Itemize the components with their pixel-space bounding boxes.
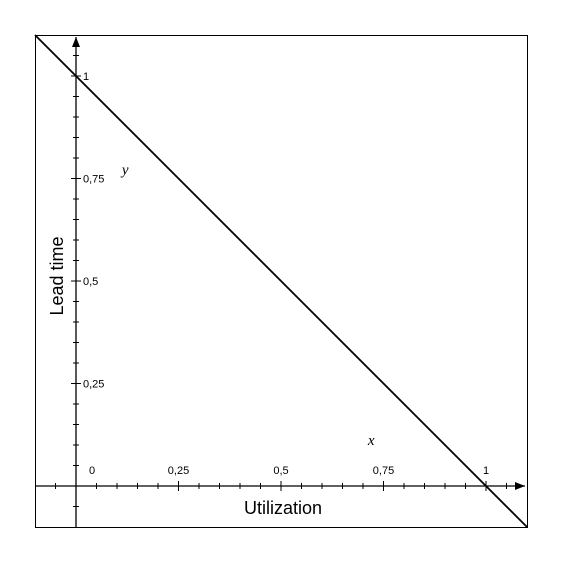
x-tick-label: 0 bbox=[89, 465, 95, 477]
x-tick-label: 0,25 bbox=[168, 465, 189, 477]
series-line bbox=[34, 34, 528, 528]
labels: 0 0,25 0,5 0,75 1 0,25 0,5 0,75 1 y x bbox=[83, 71, 489, 477]
y-tick-label: 0,25 bbox=[83, 379, 104, 391]
y-axis-arrow bbox=[72, 37, 80, 47]
y-tick-label: 0,5 bbox=[83, 276, 98, 288]
x-axis-arrow bbox=[515, 482, 525, 490]
annotation-label: y bbox=[120, 162, 129, 178]
x-tick-label: 0,5 bbox=[273, 465, 288, 477]
axes bbox=[35, 37, 525, 527]
x-tick-label: 0,75 bbox=[373, 465, 394, 477]
annotation-label: x bbox=[367, 433, 375, 449]
x-tick-label: 1 bbox=[483, 465, 489, 477]
x-axis-title: Utilization bbox=[244, 498, 322, 518]
series bbox=[34, 34, 528, 528]
plot-frame bbox=[35, 35, 528, 528]
ticks bbox=[55, 55, 507, 507]
y-axis-title: Lead time bbox=[47, 236, 67, 315]
y-tick-label: 0,75 bbox=[83, 174, 104, 186]
y-tick-label: 1 bbox=[83, 71, 89, 83]
